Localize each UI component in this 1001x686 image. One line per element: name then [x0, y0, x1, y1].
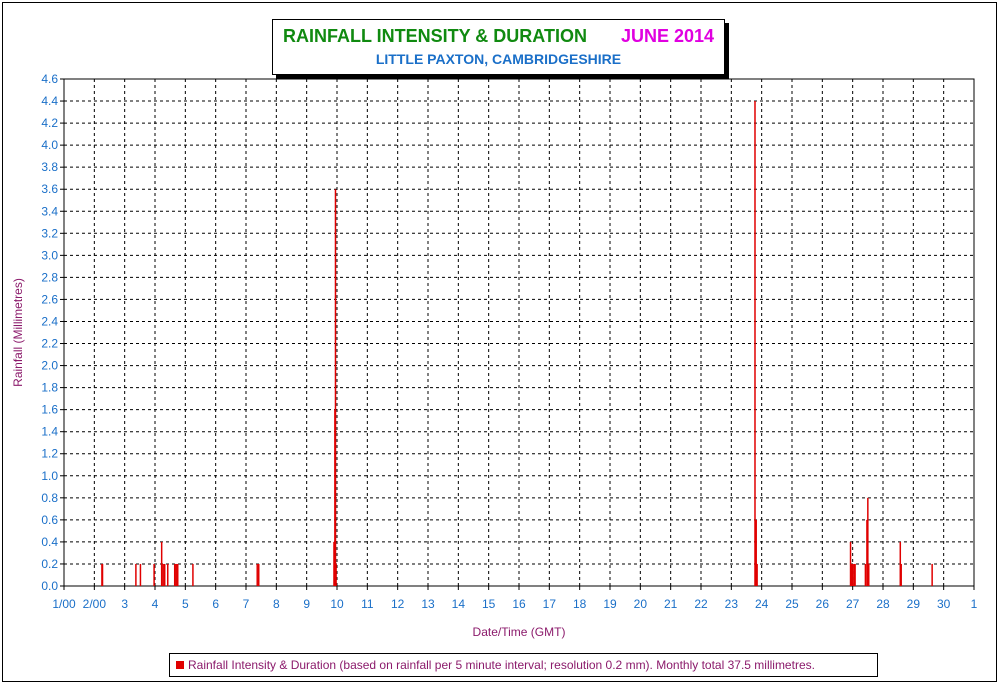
x-tick-label: 1/00 — [52, 597, 76, 611]
title-line: RAINFALL INTENSITY & DURATION JUNE 2014 — [273, 26, 724, 47]
x-tick-label: 19 — [603, 597, 617, 611]
chart-title: RAINFALL INTENSITY & DURATION — [282, 26, 587, 46]
x-axis-label: Date/Time (GMT) — [473, 625, 566, 639]
x-tick-label: 1 — [971, 597, 978, 611]
x-tick-label: 7 — [243, 597, 250, 611]
x-tick-label: 17 — [543, 597, 557, 611]
x-tick-label: 26 — [816, 597, 830, 611]
x-tick-label: 23 — [725, 597, 739, 611]
legend-label: Rainfall Intensity & Duration (based on … — [188, 658, 815, 672]
x-tick-label: 10 — [330, 597, 344, 611]
x-tick-label: 22 — [694, 597, 708, 611]
y-tick-label: 3.2 — [41, 226, 58, 240]
y-tick-label: 3.0 — [41, 248, 58, 262]
x-tick-label: 2/00 — [83, 597, 107, 611]
x-tick-label: 6 — [212, 597, 219, 611]
x-tick-label: 21 — [664, 597, 678, 611]
legend-swatch — [176, 661, 184, 669]
title-box: RAINFALL INTENSITY & DURATION JUNE 2014 L… — [272, 19, 725, 75]
y-tick-label: 1.8 — [41, 381, 58, 395]
x-tick-label: 29 — [907, 597, 921, 611]
x-tick-label: 8 — [273, 597, 280, 611]
y-tick-label: 4.6 — [41, 72, 58, 86]
y-tick-label: 2.8 — [41, 270, 58, 284]
plot-border — [63, 78, 975, 587]
x-tick-label: 3 — [121, 597, 128, 611]
x-tick-label: 9 — [303, 597, 310, 611]
y-tick-label: 3.8 — [41, 160, 58, 174]
y-tick-label: 3.6 — [41, 182, 58, 196]
y-tick-label: 1.2 — [41, 447, 58, 461]
y-tick-label: 0.0 — [41, 579, 58, 593]
y-tick-label: 1.4 — [41, 425, 58, 439]
y-tick-label: 0.6 — [41, 513, 58, 527]
x-tick-label: 18 — [573, 597, 587, 611]
y-tick-label: 2.2 — [41, 337, 58, 351]
chart-subtitle: LITTLE PAXTON, CAMBRIDGESHIRE — [375, 51, 622, 67]
y-tick-label: 1.0 — [41, 469, 58, 483]
x-tick-label: 12 — [391, 597, 405, 611]
x-tick-label: 25 — [785, 597, 799, 611]
x-tick-label: 4 — [152, 597, 159, 611]
y-tick-label: 0.2 — [41, 557, 58, 571]
x-tick-label: 30 — [937, 597, 951, 611]
y-tick-label: 4.2 — [41, 116, 58, 130]
y-tick-label: 2.6 — [41, 292, 58, 306]
x-tick-label: 14 — [452, 597, 466, 611]
chart-month: JUNE 2014 — [620, 26, 715, 46]
x-tick-label: 15 — [482, 597, 496, 611]
x-tick-label: 20 — [634, 597, 648, 611]
legend: Rainfall Intensity & Duration (based on … — [169, 653, 878, 677]
y-tick-label: 2.4 — [41, 314, 58, 328]
y-tick-label: 3.4 — [41, 204, 58, 218]
x-tick-label: 11 — [361, 597, 374, 611]
x-tick-label: 13 — [421, 597, 435, 611]
x-tick-label: 24 — [755, 597, 769, 611]
y-tick-label: 2.0 — [41, 359, 58, 373]
y-tick-label: 0.8 — [41, 491, 58, 505]
y-tick-label: 1.6 — [41, 403, 58, 417]
y-tick-label: 4.4 — [41, 94, 58, 108]
y-axis-label: Rainfall (Millimetres) — [11, 278, 25, 387]
x-tick-label: 27 — [846, 597, 860, 611]
y-tick-label: 0.4 — [41, 535, 58, 549]
x-tick-label: 28 — [876, 597, 890, 611]
x-tick-label: 16 — [512, 597, 526, 611]
y-tick-label: 4.0 — [41, 138, 58, 152]
x-tick-label: 5 — [182, 597, 189, 611]
